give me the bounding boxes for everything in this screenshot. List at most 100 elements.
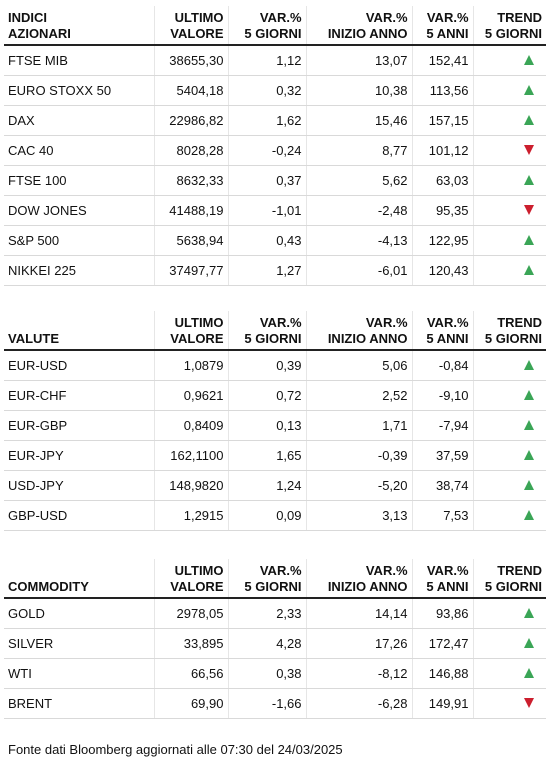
var-ytd-cell: -6,28 (305, 688, 412, 719)
trend-cell (472, 658, 546, 689)
up-arrow-icon (524, 638, 534, 648)
last-value-cell: 8028,28 (153, 135, 228, 166)
last-value-cell: 41488,19 (153, 195, 228, 226)
trend-cell (472, 195, 546, 226)
var-5-days-cell: 0,32 (227, 75, 306, 106)
up-arrow-icon (524, 360, 534, 370)
source-footnote: Fonte dati Bloomberg aggiornati alle 07:… (8, 742, 343, 757)
last-value-cell: 2978,05 (153, 598, 228, 629)
up-arrow-icon (524, 175, 534, 185)
var-5-days-cell: 4,28 (227, 628, 306, 659)
col-header-var-ytd-line-2: INIZIO ANNO (327, 331, 408, 346)
var-5-days-cell: 2,33 (227, 598, 306, 629)
var-5-years-cell: 122,95 (411, 225, 473, 256)
var-5-days-cell: 0,37 (227, 165, 306, 196)
table-row: CAC 40 8028,28 -0,24 8,77 101,12 (4, 135, 546, 166)
trend-cell (472, 628, 546, 659)
col-header-trend: TREND 5 GIORNI (472, 311, 546, 351)
var-5-days-cell: 0,09 (227, 500, 306, 531)
col-header-var-5-days-line-1: VAR.% (259, 563, 302, 578)
col-header-trend-line-1: TREND (497, 563, 542, 578)
col-header-var-5-days: VAR.% 5 GIORNI (227, 6, 306, 46)
var-5-years-cell: 149,91 (411, 688, 473, 719)
trend-cell (472, 165, 546, 196)
col-header-last-value: ULTIMO VALORE (153, 311, 228, 351)
trend-cell (472, 598, 546, 629)
col-header-var-ytd: VAR.% INIZIO ANNO (305, 559, 412, 599)
up-arrow-icon (524, 55, 534, 65)
table-row: DAX 22986,82 1,62 15,46 157,15 (4, 105, 546, 136)
trend-cell (472, 688, 546, 719)
last-value-cell: 5404,18 (153, 75, 228, 106)
var-ytd-cell: -8,12 (305, 658, 412, 689)
last-value-cell: 66,56 (153, 658, 228, 689)
stock-indices-table: INDICI AZIONARI ULTIMO VALORE VAR.% 5 GIORNI V… (4, 6, 546, 286)
var-5-days-cell: 0,72 (227, 380, 306, 411)
var-5-days-cell: -0,24 (227, 135, 306, 166)
col-header-var-5-days-line-2: 5 GIORNI (244, 26, 302, 41)
last-value-cell: 22986,82 (153, 105, 228, 136)
last-value-cell: 33,895 (153, 628, 228, 659)
col-header-var-ytd-line-2: INIZIO ANNO (327, 26, 408, 41)
trend-cell (472, 75, 546, 106)
col-header-last-value-line-2: VALORE (170, 579, 224, 594)
trend-cell (472, 500, 546, 531)
row-name: USD-JPY (4, 470, 154, 501)
col-header-name-line-2: COMMODITY (8, 579, 89, 594)
table-row: DOW JONES 41488,19 -1,01 -2,48 95,35 (4, 195, 546, 226)
var-5-days-cell: 0,39 (227, 350, 306, 381)
col-header-trend-line-2: 5 GIORNI (484, 26, 542, 41)
row-name: S&P 500 (4, 225, 154, 256)
row-name: EUR-USD (4, 350, 154, 381)
var-ytd-cell: 5,06 (305, 350, 412, 381)
table-row: EUR-JPY 162,1100 1,65 -0,39 37,59 (4, 440, 546, 471)
up-arrow-icon (524, 480, 534, 490)
var-5-days-cell: -1,01 (227, 195, 306, 226)
var-5-years-cell: 101,12 (411, 135, 473, 166)
row-name: GOLD (4, 598, 154, 629)
var-5-days-cell: 1,27 (227, 255, 306, 286)
down-arrow-icon (524, 205, 534, 215)
col-header-trend: TREND 5 GIORNI (472, 6, 546, 46)
var-ytd-cell: 3,13 (305, 500, 412, 531)
row-name: EURO STOXX 50 (4, 75, 154, 106)
var-5-days-cell: -1,66 (227, 688, 306, 719)
row-name: DAX (4, 105, 154, 136)
last-value-cell: 1,0879 (153, 350, 228, 381)
last-value-cell: 8632,33 (153, 165, 228, 196)
col-header-var-5-days-line-1: VAR.% (259, 315, 302, 330)
up-arrow-icon (524, 265, 534, 275)
last-value-cell: 0,8409 (153, 410, 228, 441)
trend-cell (472, 225, 546, 256)
col-header-var-5-years: VAR.% 5 ANNI (411, 311, 473, 351)
col-header-name-line-1: INDICI (8, 10, 47, 25)
var-5-years-cell: -7,94 (411, 410, 473, 441)
var-5-days-cell: 1,12 (227, 45, 306, 76)
var-5-days-cell: 1,24 (227, 470, 306, 501)
trend-cell (472, 45, 546, 76)
var-5-days-cell: 1,65 (227, 440, 306, 471)
col-header-var-5-years-line-2: 5 ANNI (426, 26, 469, 41)
up-arrow-icon (524, 510, 534, 520)
col-header-trend-line-2: 5 GIORNI (484, 331, 542, 346)
col-header-var-5-years-line-1: VAR.% (426, 563, 469, 578)
col-header-var-ytd: VAR.% INIZIO ANNO (305, 6, 412, 46)
var-ytd-cell: 17,26 (305, 628, 412, 659)
currencies-table: VALUTE ULTIMO VALORE VAR.% 5 GIORNI VAR.% INIZ… (4, 311, 546, 531)
var-5-years-cell: 120,43 (411, 255, 473, 286)
table-row: EUR-GBP 0,8409 0,13 1,71 -7,94 (4, 410, 546, 441)
var-5-years-cell: 38,74 (411, 470, 473, 501)
col-header-var-5-days-line-2: 5 GIORNI (244, 579, 302, 594)
col-header-var-ytd-line-1: VAR.% (365, 10, 408, 25)
down-arrow-icon (524, 698, 534, 708)
table-row: S&P 500 5638,94 0,43 -4,13 122,95 (4, 225, 546, 256)
row-name: CAC 40 (4, 135, 154, 166)
col-header-last-value: ULTIMO VALORE (153, 6, 228, 46)
var-ytd-cell: 1,71 (305, 410, 412, 441)
trend-cell (472, 135, 546, 166)
var-ytd-cell: 10,38 (305, 75, 412, 106)
var-5-years-cell: 37,59 (411, 440, 473, 471)
col-header-var-5-days-line-2: 5 GIORNI (244, 331, 302, 346)
row-name: EUR-JPY (4, 440, 154, 471)
var-5-days-cell: 1,62 (227, 105, 306, 136)
